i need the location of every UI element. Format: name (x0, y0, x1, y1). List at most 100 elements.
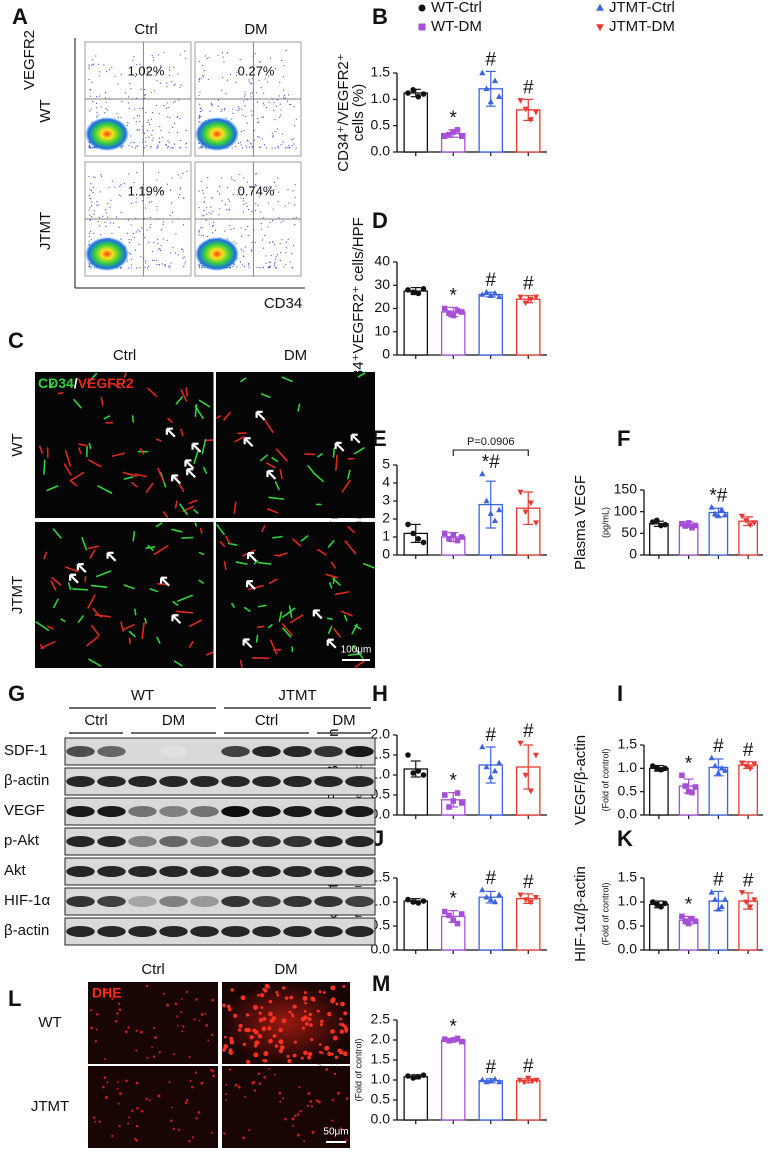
flow-event (276, 254, 278, 256)
flow-event (207, 78, 209, 81)
flow-event (90, 190, 92, 192)
flow-event (294, 224, 296, 226)
flow-event (89, 88, 92, 91)
dhe-signal (116, 1081, 119, 1083)
flow-event (212, 224, 214, 227)
flow-event (159, 126, 161, 128)
flow-event (235, 243, 237, 245)
flow-event (202, 76, 204, 78)
flow-event (98, 216, 101, 219)
flow-event (170, 147, 172, 149)
vessel (347, 525, 355, 533)
flow-event (287, 188, 289, 191)
panel-letter: M (372, 971, 390, 996)
flow-event (245, 202, 247, 204)
vessel (347, 469, 351, 480)
data-point (662, 900, 668, 907)
blot-band (314, 866, 343, 877)
dhe-signal (331, 1098, 334, 1102)
dhe-signal (195, 998, 198, 1001)
flow-event (207, 177, 209, 179)
y-tick-label: 5 (382, 456, 390, 472)
dhe-signal (94, 1039, 98, 1043)
flow-event (106, 71, 108, 73)
dhe-signal (106, 1081, 109, 1084)
flow-event (246, 146, 248, 148)
vessel (78, 447, 82, 455)
vessel (87, 594, 96, 609)
dhe-signal (345, 1097, 349, 1100)
bar (515, 897, 541, 951)
flow-event (91, 147, 94, 149)
flow-event (243, 177, 245, 179)
flow-event (100, 234, 102, 236)
flow-event (201, 267, 203, 269)
flow-event (137, 229, 139, 231)
vessel (123, 372, 127, 379)
dhe-signal (133, 1137, 137, 1140)
dhe-signal (151, 1046, 154, 1049)
flow-event (92, 186, 95, 188)
arrow (68, 573, 79, 584)
data-point (751, 520, 758, 526)
vessel (317, 453, 323, 458)
data-point (483, 288, 490, 295)
flow-event (116, 112, 118, 115)
vessel (354, 624, 362, 630)
data-point (527, 788, 534, 795)
flow-event (250, 83, 252, 85)
vessel (57, 391, 64, 395)
flow-event (99, 191, 101, 193)
data-point (446, 1038, 452, 1044)
flow-event (130, 224, 132, 226)
data-point (491, 77, 499, 84)
flow-event (287, 238, 289, 240)
dhe-signal (303, 1140, 306, 1143)
flow-event (223, 109, 226, 111)
panel-letter: L (8, 986, 21, 1011)
dhe-signal (300, 1056, 304, 1060)
significance-label: * (685, 894, 693, 915)
dhe-signal (128, 1116, 131, 1119)
dhe-signal (309, 1023, 313, 1027)
blot-band (159, 806, 188, 817)
flow-event (93, 210, 95, 212)
dhe-signal (157, 1094, 161, 1098)
data-point (450, 1037, 457, 1043)
vessel (343, 614, 348, 622)
vessel (52, 528, 62, 539)
blot-band (159, 776, 188, 787)
y-tick-label: 1.5 (618, 736, 638, 752)
flow-event (285, 147, 287, 149)
flow-event (256, 266, 258, 269)
flow-event (92, 101, 94, 103)
blot-band (252, 776, 281, 787)
flow-event (240, 189, 242, 191)
data-point (742, 899, 750, 906)
flow-event (227, 208, 229, 210)
flow-event (259, 146, 261, 148)
data-point (496, 759, 503, 766)
flow-event (172, 147, 174, 149)
flow-event (251, 210, 253, 213)
vessel (78, 443, 88, 447)
flow-event (285, 252, 287, 254)
flow-event (281, 239, 283, 241)
flow-event (168, 265, 170, 267)
data-point (682, 783, 689, 789)
data-point (415, 93, 422, 100)
dhe-signal (303, 1050, 308, 1056)
data-point (496, 1078, 503, 1085)
flow-event (120, 116, 122, 119)
flow-event (203, 69, 205, 72)
dhe-signal (330, 985, 336, 991)
flow-event (275, 267, 278, 269)
vessel (70, 471, 85, 481)
dhe-signal (185, 1098, 189, 1102)
flow-event (200, 78, 203, 80)
data-point (689, 524, 695, 531)
flow-event (217, 190, 219, 192)
flow-event (243, 192, 245, 194)
data-point (715, 769, 722, 776)
significance-label: # (743, 870, 754, 891)
